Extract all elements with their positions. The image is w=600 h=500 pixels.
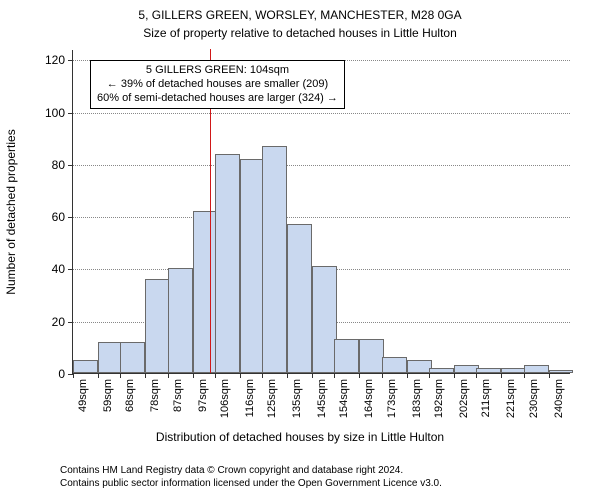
xtick-mark: [476, 373, 477, 378]
annotation-line: 60% of semi-detached houses are larger (…: [97, 92, 338, 106]
xtick-mark: [501, 373, 502, 378]
xtick-label: 211sqm: [480, 379, 492, 417]
xtick-mark: [98, 373, 99, 378]
ytick-label: 120: [45, 53, 73, 67]
footer-attribution: Contains HM Land Registry data © Crown c…: [60, 464, 442, 490]
xtick-label: 106sqm: [219, 379, 231, 418]
xtick-mark: [120, 373, 121, 378]
xtick-mark: [312, 373, 313, 378]
xtick-mark: [359, 373, 360, 378]
histogram-bar: [168, 268, 193, 373]
histogram-bar: [382, 357, 407, 373]
title-line-2: Size of property relative to detached ho…: [0, 26, 600, 40]
grid-line: [73, 165, 570, 166]
footer-line: Contains public sector information licen…: [60, 477, 442, 490]
xtick-mark: [524, 373, 525, 378]
annotation-line: 5 GILLERS GREEN: 104sqm: [97, 64, 338, 78]
xtick-mark: [287, 373, 288, 378]
grid-line: [73, 217, 570, 218]
histogram-bar: [145, 279, 170, 373]
xtick-label: 183sqm: [411, 379, 423, 418]
xtick-mark: [145, 373, 146, 378]
xtick-mark: [454, 373, 455, 378]
grid-line: [73, 113, 570, 114]
xtick-label: 164sqm: [363, 379, 375, 418]
ytick-label: 40: [52, 262, 73, 276]
xtick-mark: [240, 373, 241, 378]
histogram-bar: [454, 365, 479, 373]
annotation-line: ← 39% of detached houses are smaller (20…: [97, 78, 338, 92]
footer-line: Contains HM Land Registry data © Crown c…: [60, 464, 442, 477]
xtick-mark: [215, 373, 216, 378]
annotation-box: 5 GILLERS GREEN: 104sqm← 39% of detached…: [90, 60, 345, 109]
ytick-label: 100: [45, 106, 73, 120]
histogram-bar: [476, 368, 501, 373]
ytick-label: 80: [52, 158, 73, 172]
histogram-bar: [407, 360, 432, 373]
xtick-mark: [382, 373, 383, 378]
histogram-bar: [240, 159, 265, 373]
xtick-mark: [193, 373, 194, 378]
histogram-bar: [334, 339, 359, 373]
histogram-bar: [524, 365, 549, 373]
xtick-label: 59sqm: [102, 379, 114, 412]
xtick-mark: [262, 373, 263, 378]
xtick-label: 221sqm: [505, 379, 517, 418]
xtick-label: 145sqm: [316, 379, 328, 418]
xtick-label: 125sqm: [266, 379, 278, 418]
ytick-label: 20: [52, 315, 73, 329]
histogram-bar: [312, 266, 337, 373]
histogram-bar: [262, 146, 287, 373]
histogram-bar: [287, 224, 312, 373]
histogram-bar: [429, 368, 454, 373]
histogram-bar: [359, 339, 384, 373]
xtick-label: 97sqm: [197, 379, 209, 412]
histogram-bar: [193, 211, 218, 373]
histogram-bar: [215, 154, 240, 373]
xtick-label: 230sqm: [528, 379, 540, 418]
xtick-mark: [549, 373, 550, 378]
histogram-bar: [98, 342, 123, 373]
histogram-bar: [120, 342, 145, 373]
xtick-label: 192sqm: [433, 379, 445, 418]
xtick-label: 240sqm: [553, 379, 565, 418]
x-axis-label: Distribution of detached houses by size …: [0, 430, 600, 444]
xtick-label: 154sqm: [338, 379, 350, 418]
ytick-label: 60: [52, 210, 73, 224]
histogram-bar: [73, 360, 98, 373]
xtick-label: 202sqm: [458, 379, 470, 418]
xtick-label: 173sqm: [386, 379, 398, 418]
xtick-label: 68sqm: [124, 379, 136, 412]
xtick-label: 87sqm: [172, 379, 184, 412]
histogram-bar: [501, 368, 526, 373]
y-axis-label: Number of detached properties: [4, 129, 18, 294]
xtick-mark: [168, 373, 169, 378]
xtick-mark: [334, 373, 335, 378]
xtick-label: 116sqm: [244, 379, 256, 417]
xtick-mark: [429, 373, 430, 378]
xtick-label: 78sqm: [149, 379, 161, 412]
xtick-mark: [407, 373, 408, 378]
xtick-label: 49sqm: [77, 379, 89, 412]
histogram-bar: [549, 370, 574, 373]
chart-container: 5, GILLERS GREEN, WORSLEY, MANCHESTER, M…: [0, 0, 600, 500]
xtick-mark: [73, 373, 74, 378]
ytick-label: 0: [58, 367, 73, 381]
title-line-1: 5, GILLERS GREEN, WORSLEY, MANCHESTER, M…: [0, 8, 600, 22]
xtick-label: 135sqm: [291, 379, 303, 418]
